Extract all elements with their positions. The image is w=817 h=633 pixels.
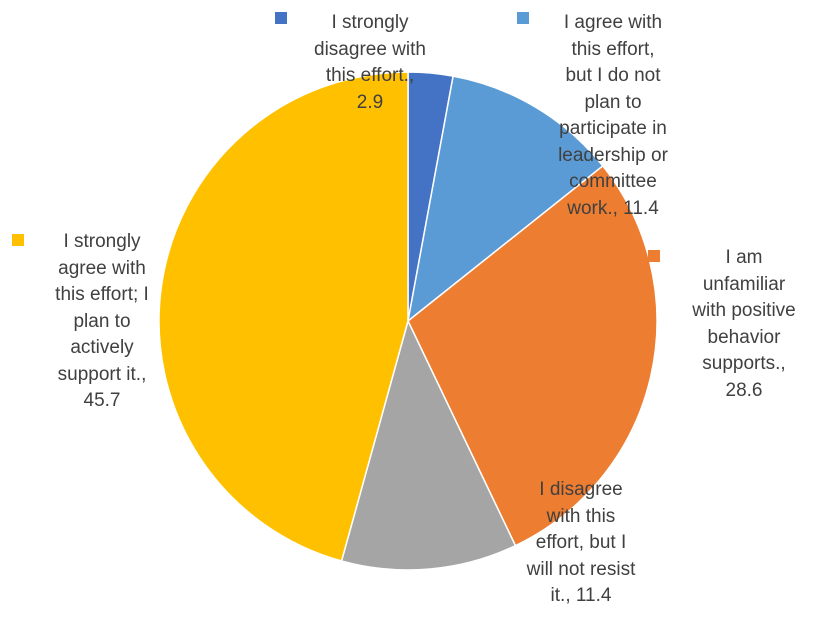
pie-slice-disagree	[340, 318, 517, 571]
data-label-agree: I agree with this effort, but I do not p…	[558, 12, 668, 219]
data-label-strongly-agree: I strongly agree with this effort; I pla…	[55, 231, 149, 411]
pie-slice-strongly-agree	[158, 71, 409, 562]
data-label-strongly-disagree: I strongly disagree with this effort., 2…	[314, 12, 426, 113]
slice-swatch-strongly-agree	[12, 234, 24, 246]
pie-slice-agree	[406, 75, 604, 323]
slice-swatch-agree	[517, 12, 529, 24]
slice-swatch-unfamiliar	[648, 250, 660, 262]
data-label-disagree: I disagree with this effort, but I will …	[526, 479, 636, 606]
slice-swatch-strongly-disagree	[275, 12, 287, 24]
data-label-unfamiliar: I am unfamiliar with positive behavior s…	[692, 247, 796, 401]
